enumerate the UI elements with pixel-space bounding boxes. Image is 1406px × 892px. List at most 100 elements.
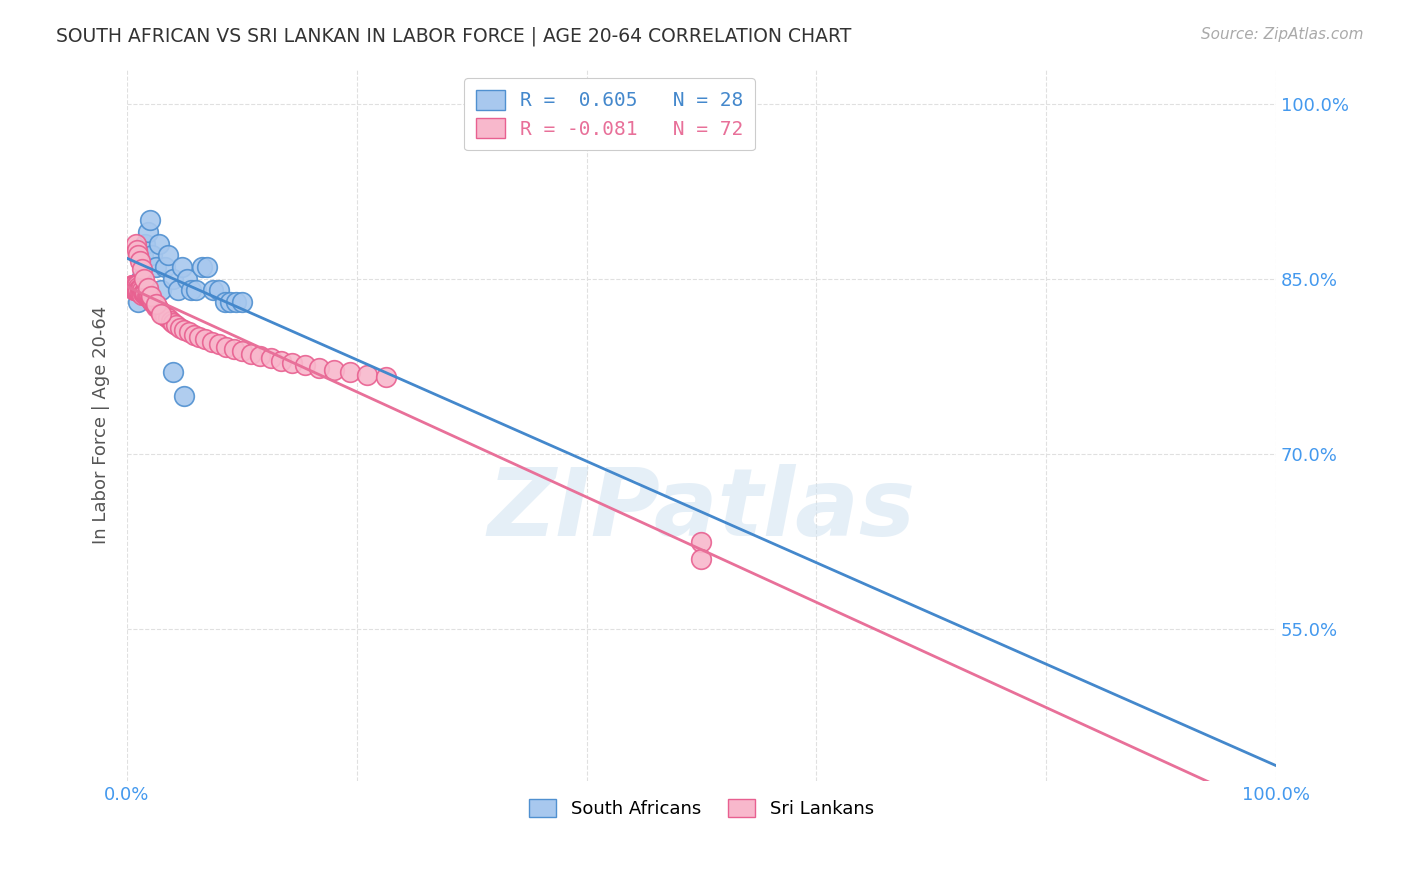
Point [165, 318, 187, 333]
Point [166, 284, 188, 298]
Point [153, 260, 176, 274]
Point [122, 284, 145, 298]
Point [129, 272, 152, 286]
Point [173, 323, 195, 337]
Point [139, 213, 162, 227]
Point [131, 262, 153, 277]
Point [125, 277, 148, 292]
Point [152, 307, 174, 321]
Point [180, 284, 202, 298]
Point [202, 284, 225, 298]
Point [128, 281, 150, 295]
Point [134, 285, 156, 300]
Point [190, 260, 212, 274]
Point [136, 225, 159, 239]
Point [259, 351, 281, 366]
Point [128, 254, 150, 268]
Legend: South Africans, Sri Lankans: South Africans, Sri Lankans [522, 791, 882, 825]
Point [157, 311, 180, 326]
Point [132, 285, 155, 300]
Point [150, 284, 173, 298]
Point [127, 284, 149, 298]
Point [208, 337, 231, 351]
Point [139, 289, 162, 303]
Point [135, 289, 157, 303]
Point [356, 368, 378, 382]
Point [121, 277, 143, 292]
Point [208, 284, 231, 298]
Point [127, 248, 149, 262]
Point [132, 248, 155, 262]
Point [131, 288, 153, 302]
Point [143, 297, 166, 311]
Point [177, 326, 200, 340]
Point [122, 277, 145, 292]
Point [124, 284, 146, 298]
Point [308, 360, 330, 375]
Point [141, 295, 163, 310]
Point [162, 316, 184, 330]
Point [129, 281, 152, 295]
Point [157, 248, 180, 262]
Point [281, 356, 304, 370]
Point [127, 280, 149, 294]
Point [127, 243, 149, 257]
Point [145, 260, 167, 274]
Point [145, 300, 167, 314]
Point [162, 272, 184, 286]
Point [148, 236, 170, 251]
Point [142, 295, 165, 310]
Point [322, 363, 344, 377]
Y-axis label: In Labor Force | Age 20-64: In Labor Force | Age 20-64 [93, 306, 110, 544]
Text: ZIPatlas: ZIPatlas [488, 464, 915, 557]
Point [294, 358, 316, 372]
Point [150, 307, 173, 321]
Point [231, 344, 253, 359]
Point [249, 349, 271, 363]
Point [176, 272, 198, 286]
Point [690, 552, 713, 566]
Point [129, 285, 152, 300]
Point [162, 365, 184, 379]
Point [172, 260, 194, 274]
Point [188, 330, 211, 344]
Point [201, 334, 224, 349]
Point [125, 284, 148, 298]
Point [134, 288, 156, 302]
Point [134, 236, 156, 251]
Point [183, 327, 205, 342]
Point [222, 342, 245, 356]
Text: SOUTH AFRICAN VS SRI LANKAN IN LABOR FORCE | AGE 20-64 CORRELATION CHART: SOUTH AFRICAN VS SRI LANKAN IN LABOR FOR… [56, 27, 852, 46]
Point [690, 534, 713, 549]
Point [225, 295, 247, 310]
Point [141, 248, 163, 262]
Point [145, 297, 167, 311]
Point [339, 365, 361, 379]
Point [374, 369, 396, 384]
Point [121, 277, 143, 292]
Point [173, 388, 195, 402]
Point [149, 304, 172, 318]
Point [159, 314, 181, 328]
Point [127, 295, 149, 310]
Point [131, 284, 153, 298]
Point [231, 295, 253, 310]
Point [219, 295, 242, 310]
Point [136, 281, 159, 295]
Point [134, 285, 156, 300]
Point [127, 284, 149, 298]
Point [136, 289, 159, 303]
Point [184, 284, 207, 298]
Point [214, 295, 236, 310]
Point [134, 272, 156, 286]
Point [139, 293, 162, 307]
Point [197, 260, 219, 274]
Point [127, 277, 149, 292]
Point [128, 285, 150, 300]
Point [240, 346, 263, 360]
Point [169, 321, 191, 335]
Point [215, 339, 238, 353]
Point [270, 353, 292, 368]
Point [139, 292, 162, 306]
Point [146, 301, 169, 315]
